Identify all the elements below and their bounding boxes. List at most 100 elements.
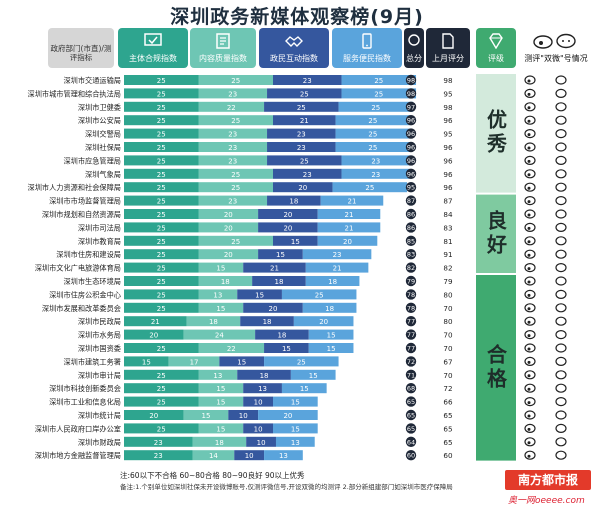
last-score: 70 — [443, 371, 453, 380]
bar-c4 — [305, 262, 369, 273]
bar-value-c4: 21 — [345, 211, 354, 219]
weibo-dot — [527, 79, 531, 83]
bar-value-c4: 25 — [368, 144, 377, 152]
bar-value-c4: 23 — [371, 157, 380, 165]
weibo-mark — [524, 102, 536, 112]
bar-value-c4: 25 — [374, 90, 383, 98]
bar-value-c1: 15 — [142, 358, 151, 366]
wechat-mark — [555, 222, 567, 232]
bar-c2 — [198, 75, 273, 85]
row-label: 深圳市科技创新委员会 — [49, 384, 121, 393]
bar-value-c3: 10 — [239, 412, 248, 420]
bar-c1 — [124, 182, 199, 193]
bar-c4 — [281, 289, 357, 300]
bar-c3 — [234, 450, 265, 461]
total-score: 86 — [407, 224, 415, 232]
bar-value-c3: 25 — [297, 104, 306, 112]
bar-value-c4: 21 — [345, 224, 354, 232]
weibo-mark — [524, 450, 536, 460]
bar-c1 — [124, 369, 199, 380]
header-c1: 主体合规指数 — [118, 28, 188, 68]
bar-value-c1: 25 — [157, 291, 166, 299]
bar-value-c2: 13 — [213, 372, 222, 380]
bar-value-c3: 13 — [258, 385, 267, 393]
row-label: 深圳市卫健委 — [78, 103, 121, 112]
total-badge — [405, 369, 417, 380]
last-score: 80 — [443, 290, 453, 299]
bar-value-c3: 20 — [269, 305, 278, 313]
bar-c1 — [124, 302, 199, 313]
weibo-mark — [524, 289, 536, 299]
weibo-dot — [527, 360, 531, 364]
bar-c4 — [290, 369, 336, 380]
row-label: 深圳市工业和信息化局 — [49, 398, 121, 407]
bar-c3 — [273, 168, 342, 179]
total-score: 83 — [407, 251, 415, 259]
weibo-dot — [527, 414, 531, 418]
total-badge — [405, 141, 417, 153]
weibo-mark — [524, 383, 536, 393]
bar-c2 — [198, 155, 268, 166]
total-badge — [405, 396, 417, 407]
bar-value-c1: 21 — [151, 318, 160, 326]
weibo-mark — [524, 397, 536, 407]
header-c1-label: 主体合规指数 — [129, 54, 177, 63]
bar-value-c4: 25 — [368, 131, 377, 139]
total-badge — [405, 115, 417, 126]
last-score: 72 — [443, 384, 452, 393]
bar-value-c2: 15 — [216, 399, 225, 407]
bar-c3 — [264, 343, 309, 353]
total-badge — [405, 168, 417, 179]
weibo-dot — [527, 213, 531, 217]
weibo-mark — [524, 303, 536, 313]
row-label: 深圳社保局 — [85, 143, 121, 152]
last-score: 91 — [443, 250, 452, 259]
bar-value-c4: 18 — [328, 278, 337, 286]
rating-band-1 — [476, 74, 516, 193]
header-c2: 内容质量指数 — [190, 28, 256, 68]
wechat-mark — [555, 423, 567, 433]
last-score: 96 — [443, 116, 453, 125]
bar-c2 — [198, 249, 259, 260]
bar-c1 — [124, 316, 187, 327]
header-c2-label: 内容质量指数 — [199, 54, 247, 63]
wechat-mark — [555, 276, 567, 286]
bar-c2 — [198, 195, 268, 206]
row-label: 深圳交警局 — [85, 130, 121, 139]
row-label: 深圳市公安局 — [78, 116, 121, 125]
bar-value-c2: 18 — [209, 318, 218, 326]
total-score: 95 — [407, 184, 415, 192]
bar-value-c2: 15 — [216, 385, 225, 393]
weibo-mark — [524, 182, 536, 192]
row-label: 深圳市民政局 — [78, 317, 121, 326]
weibo-mark — [524, 169, 536, 179]
bar-c4 — [258, 410, 318, 420]
weibo-dot — [527, 441, 531, 445]
total-badge — [405, 316, 417, 327]
total-badge — [405, 155, 417, 166]
last-score: 87 — [443, 197, 452, 206]
bar-value-c2: 14 — [209, 452, 218, 460]
header-total-label: 总分 — [406, 54, 422, 63]
row-label: 深圳市城市管理和综合执法局 — [28, 89, 121, 98]
row-label: 深圳市住房公积金中心 — [49, 290, 121, 299]
bar-c4 — [264, 450, 303, 461]
last-score: 65 — [443, 411, 452, 420]
weibo-dot — [527, 226, 531, 230]
bar-value-c3: 23 — [303, 171, 312, 179]
bar-value-c3: 23 — [303, 77, 312, 85]
last-score: 79 — [443, 277, 453, 286]
weibo-mark — [524, 410, 536, 420]
weibo-dot — [527, 267, 531, 271]
header-c4: 服务便民指数 — [332, 28, 402, 68]
bar-value-c2: 24 — [215, 332, 224, 340]
bar-value-c4: 13 — [291, 439, 300, 447]
bar-c1 — [124, 249, 199, 260]
header-check-label: 测评"双微"号情况 — [524, 54, 588, 63]
header-last: 上月评分 — [426, 28, 470, 68]
last-score: 66 — [443, 398, 453, 407]
bar-value-c2: 25 — [231, 184, 240, 192]
bar-value-c2: 22 — [227, 345, 236, 353]
total-badge — [405, 329, 417, 340]
bar-c2 — [198, 168, 273, 179]
